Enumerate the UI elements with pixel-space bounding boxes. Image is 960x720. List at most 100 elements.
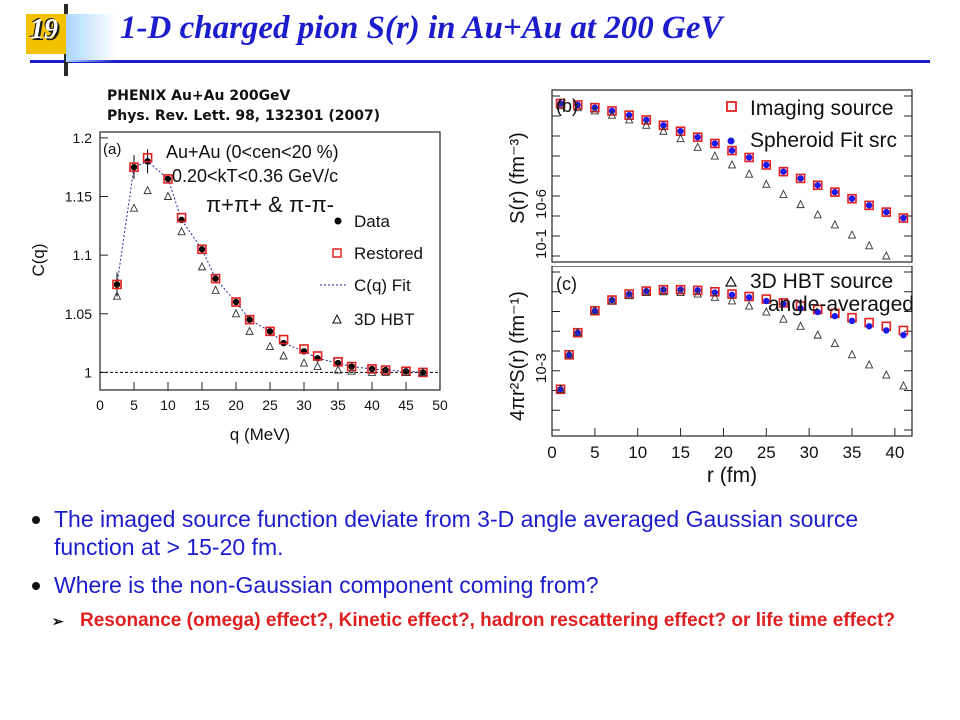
data-point — [658, 284, 669, 295]
reference-line-2: Phys. Rev. Lett. 98, 132301 (2007) — [107, 108, 381, 124]
data-point — [231, 297, 241, 307]
data-point — [590, 105, 600, 115]
legend-hbt-marker — [332, 313, 342, 324]
data-point — [607, 110, 617, 119]
data-point — [883, 327, 890, 334]
data-point — [231, 308, 241, 318]
bullet-dot-icon — [32, 516, 40, 524]
data-point — [556, 100, 565, 110]
data-point — [142, 152, 153, 163]
data-point — [163, 191, 173, 200]
data-point — [831, 312, 839, 320]
data-point — [278, 334, 289, 345]
data-point — [847, 230, 857, 239]
data-point — [744, 152, 754, 163]
x-tick-label: 40 — [364, 397, 380, 413]
data-point — [728, 147, 736, 154]
data-point — [744, 169, 754, 178]
data-point — [624, 290, 634, 300]
legend-data-marker — [334, 217, 342, 225]
data-point — [380, 365, 391, 375]
data-point — [727, 289, 737, 299]
data-point — [607, 295, 617, 305]
data-point — [882, 370, 891, 379]
data-point — [779, 314, 788, 323]
data-point — [197, 244, 207, 255]
data-point — [677, 286, 684, 293]
data-point — [847, 349, 857, 359]
data-point — [881, 207, 892, 217]
data-point — [778, 166, 789, 177]
data-point — [246, 316, 253, 323]
x-tick-label: 25 — [757, 443, 776, 462]
y-tick-b-upper: 10-6 — [533, 189, 550, 219]
y-tick-label: 1.15 — [65, 189, 92, 205]
data-point — [882, 250, 891, 260]
annotation-line-2: 0.20<kT<0.36 GeV/c — [172, 166, 338, 186]
data-point — [830, 219, 840, 229]
data-point — [232, 298, 240, 306]
data-point — [197, 261, 207, 271]
legend-imaging-marker — [726, 101, 737, 112]
annotation-line-1: Au+Au (0<cen<20 %) — [166, 142, 339, 162]
data-point — [556, 384, 565, 393]
y-tick-b-lower: 10-1 — [533, 229, 550, 259]
legend-hbt-source-line-2: angle-averaged — [768, 293, 914, 316]
data-point — [692, 285, 703, 296]
data-point — [573, 327, 582, 337]
y-axis-label-a: C(q) — [30, 243, 48, 276]
y-tick-label: 1 — [84, 364, 92, 380]
data-point — [677, 128, 684, 135]
data-point — [831, 188, 839, 196]
data-point — [245, 326, 254, 335]
panel-label-c: (c) — [556, 274, 577, 294]
y-tick-label: 1.2 — [73, 130, 93, 146]
data-point — [745, 154, 753, 161]
data-point — [900, 331, 907, 339]
data-point — [864, 200, 874, 211]
data-point — [848, 195, 856, 202]
data-point — [693, 289, 702, 298]
data-point — [676, 133, 685, 143]
x-axis-label-c: r (fm) — [707, 464, 757, 486]
data-point — [346, 361, 357, 372]
data-point — [900, 214, 907, 222]
x-tick-label: 20 — [228, 397, 244, 413]
data-point — [564, 349, 574, 359]
bullet-list: The imaged source function deviate from … — [30, 505, 940, 633]
panel-label-b: (b) — [556, 96, 578, 116]
data-point — [780, 300, 787, 308]
x-tick-label: 40 — [885, 443, 904, 462]
data-point — [299, 344, 309, 354]
data-point — [865, 202, 873, 209]
data-point — [590, 305, 600, 315]
data-point — [710, 292, 720, 301]
chart-c: (c) 3D HBT source angle-averaged 10-3 4π… — [507, 266, 914, 486]
data-point — [658, 120, 669, 131]
x-tick-label: 5 — [130, 397, 138, 413]
header-accent-bar — [30, 60, 930, 63]
data-point — [555, 98, 566, 109]
data-point — [795, 173, 806, 184]
data-point — [176, 212, 187, 223]
bullet-item: The imaged source function deviate from … — [30, 505, 940, 561]
header-square — [26, 14, 66, 54]
legend-spheroid-marker — [727, 137, 735, 145]
bullet-text: The imaged source function deviate from … — [54, 506, 859, 560]
data-point — [694, 133, 701, 141]
panel-label-a: (a) — [103, 141, 121, 158]
y-axis-label-c: 4πr²S(r) (fm⁻¹) — [507, 291, 529, 421]
y-tick-label: 1.1 — [73, 247, 93, 263]
data-point — [334, 359, 342, 367]
data-point — [692, 132, 703, 142]
data-point — [813, 209, 822, 219]
data-point — [780, 168, 787, 175]
data-point — [212, 275, 219, 282]
y-axis-label-b: S(r) (fm⁻³) — [507, 132, 529, 224]
header-glow — [66, 14, 116, 62]
legend-data-label: Data — [354, 212, 390, 231]
data-point — [211, 285, 220, 294]
x-tick-label: 0 — [547, 443, 556, 462]
data-point — [830, 187, 840, 197]
annotation-line-3: π+π+ & π-π- — [206, 192, 334, 217]
